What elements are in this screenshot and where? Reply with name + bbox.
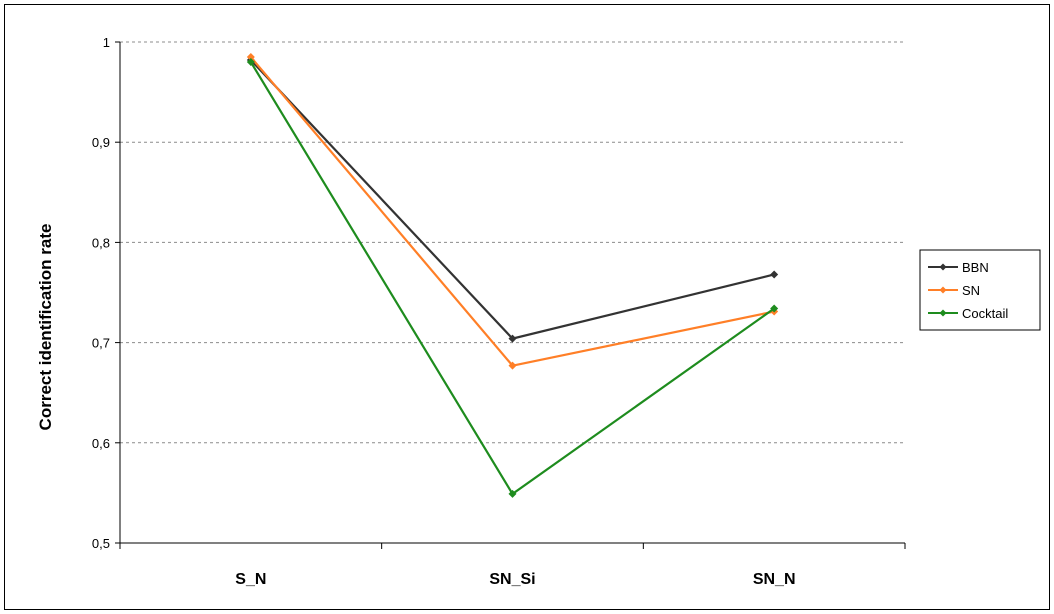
legend-item: Cocktail: [928, 306, 1008, 321]
x-ticks: S_N SN_Si SN_N: [119, 543, 906, 588]
y-tick-label: 1: [103, 35, 110, 50]
axes: [119, 42, 905, 544]
gridlines: [120, 41, 905, 444]
data-point: [770, 270, 779, 279]
legend-label: SN: [962, 283, 980, 298]
y-tick-label: 0,7: [92, 336, 110, 351]
series-sn: [246, 53, 779, 370]
legend-item: SN: [928, 283, 980, 298]
y-tick-label: 0,6: [92, 436, 110, 451]
data-point: [246, 58, 255, 67]
series-line: [249, 61, 775, 496]
legend: BBN SN Cocktail: [919, 249, 1041, 331]
series-group: [246, 53, 779, 498]
data-point: [770, 304, 779, 313]
series-cocktail: [246, 58, 779, 498]
legend-marker: [939, 309, 947, 317]
series-line: [250, 59, 775, 340]
legend-label: Cocktail: [962, 306, 1008, 321]
data-point: [508, 489, 517, 498]
legend-marker: [939, 263, 947, 271]
legend-marker: [939, 286, 947, 294]
y-tick-label: 0,5: [92, 536, 110, 551]
legend-item: BBN: [928, 260, 989, 275]
y-ticks: 0,5 0,6 0,7 0,8 0,9 1: [92, 35, 120, 551]
x-tick-label: SN_Si: [489, 571, 535, 588]
x-tick-label: SN_N: [753, 571, 796, 588]
y-tick-label: 0,8: [92, 235, 110, 250]
series-bbn: [246, 56, 779, 343]
data-point: [508, 361, 517, 370]
y-tick-label: 0,9: [92, 135, 110, 150]
data-point: [246, 53, 255, 62]
data-point: [508, 334, 517, 343]
chart-frame: [4, 4, 1050, 610]
x-tick-label: S_N: [235, 571, 266, 588]
y-axis-title: Correct identification rate: [36, 224, 55, 431]
legend-label: BBN: [962, 260, 989, 275]
series-line: [249, 56, 775, 367]
